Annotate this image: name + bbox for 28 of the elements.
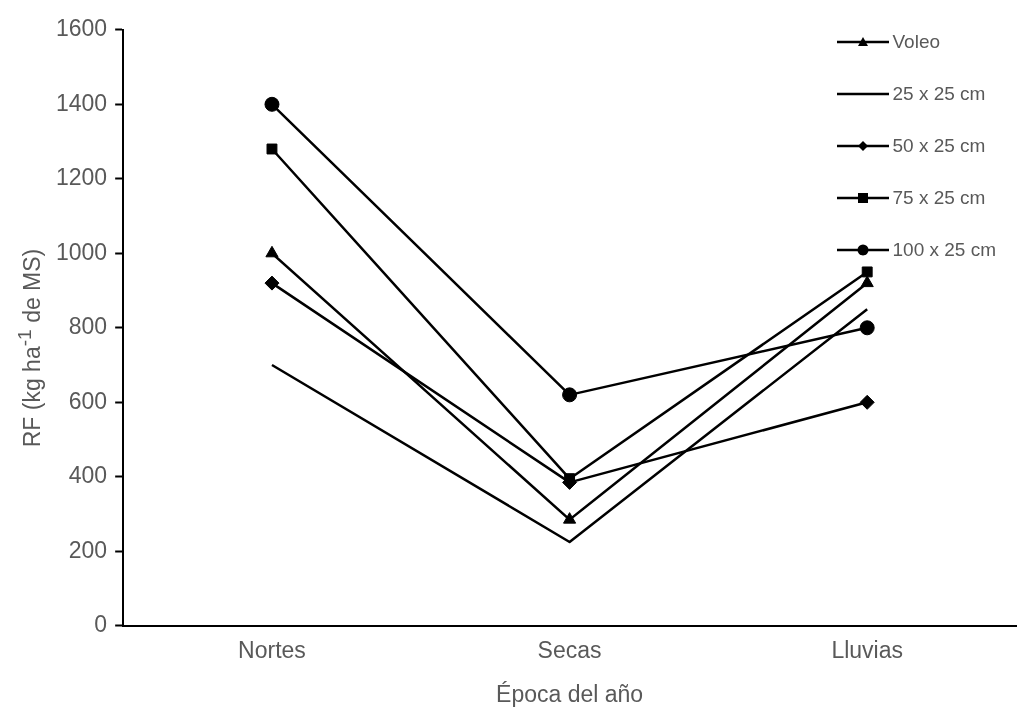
x-tick-label: Nortes [238,636,306,663]
point [562,387,578,403]
legend-label: 50 x 25 cm [892,135,986,157]
point [861,266,873,278]
point [859,394,875,410]
legend-label: 25 x 25 cm [892,83,986,105]
point [265,245,279,258]
y-tick-label: 400 [68,462,108,489]
point [563,512,577,524]
point [860,275,874,288]
x-axis-title: Época del año [496,680,644,707]
y-tick-label: 1000 [55,238,108,265]
y-tick-label: 1200 [55,164,108,191]
y-tick-label: 200 [68,536,108,563]
point [859,320,875,336]
x-tick-label: Lluvias [831,636,903,663]
point [264,275,280,291]
legend-label: Voleo [892,31,941,53]
legend-label: 75 x 25 cm [892,187,986,209]
y-tick-label: 800 [68,313,108,340]
legend-label: 100 x 25 cm [892,239,996,261]
point [264,96,280,112]
point [266,143,278,155]
y-tick-label: 600 [68,387,108,414]
y-tick-label: 1400 [55,89,108,116]
x-tick-label: Secas [537,636,602,663]
y-tick-label: 1600 [55,15,108,42]
y-tick-label: 0 [94,611,108,638]
